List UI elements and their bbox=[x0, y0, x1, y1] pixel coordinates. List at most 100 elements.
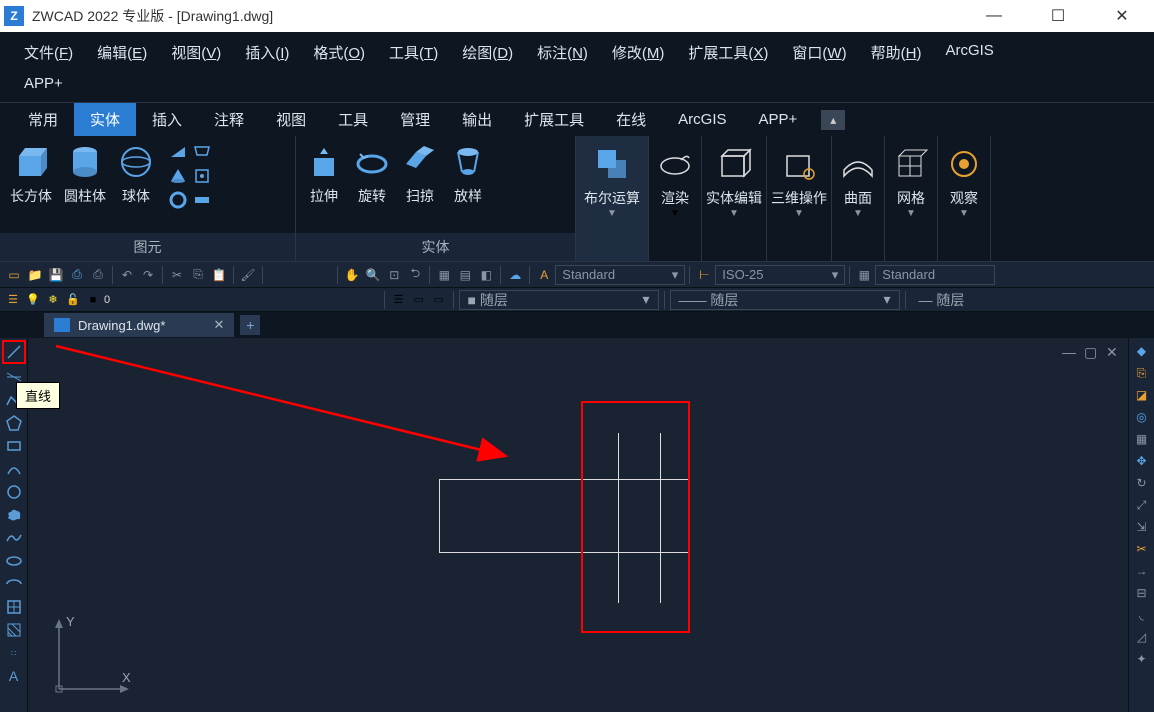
viewport-maximize-icon[interactable]: ▢ bbox=[1084, 344, 1100, 358]
revcloud-icon[interactable] bbox=[4, 505, 24, 525]
undo-icon[interactable]: ↶ bbox=[117, 265, 137, 285]
polysolid-icon[interactable] bbox=[192, 166, 212, 186]
matchprop-icon[interactable]: 🖌 bbox=[238, 265, 258, 285]
menu-window[interactable]: 窗口(W) bbox=[780, 36, 858, 69]
props-icon[interactable]: ▦ bbox=[434, 265, 454, 285]
layer-color-icon[interactable]: ■ bbox=[84, 291, 102, 309]
spline-icon[interactable] bbox=[4, 528, 24, 548]
menu-tools[interactable]: 工具(T) bbox=[377, 36, 450, 69]
hatch-icon[interactable] bbox=[4, 620, 24, 640]
menu-dimension[interactable]: 标注(N) bbox=[525, 36, 600, 69]
insert-block-icon[interactable] bbox=[4, 597, 24, 617]
menu-edit[interactable]: 编辑(E) bbox=[85, 36, 159, 69]
ribbon-tab-arcgis[interactable]: ArcGIS bbox=[662, 105, 742, 134]
menu-view[interactable]: 视图(V) bbox=[159, 36, 233, 69]
ellipse-icon[interactable] bbox=[4, 551, 24, 571]
ribbon-btn-sphere[interactable]: 球体 bbox=[112, 140, 160, 210]
ribbon-btn-3dop[interactable]: 三维操作 ▼ bbox=[767, 136, 831, 229]
rotate-icon[interactable]: ↻ bbox=[1133, 474, 1151, 492]
viewport-minimize-icon[interactable]: — bbox=[1062, 344, 1078, 358]
ribbon-tab-tools[interactable]: 工具 bbox=[322, 103, 384, 136]
arc-icon[interactable] bbox=[4, 459, 24, 479]
minimize-button[interactable]: — bbox=[974, 2, 1014, 30]
ribbon-tab-view[interactable]: 视图 bbox=[260, 103, 322, 136]
torus-icon[interactable] bbox=[168, 190, 188, 210]
explode-icon[interactable]: ✦ bbox=[1133, 650, 1151, 668]
chamfer-icon[interactable]: ◿ bbox=[1133, 628, 1151, 646]
new-tab-button[interactable]: + bbox=[240, 315, 260, 335]
color-dropdown[interactable]: ■ 随层▾ bbox=[459, 290, 659, 310]
ribbon-tab-online[interactable]: 在线 bbox=[600, 103, 662, 136]
trim-icon[interactable]: ✂ bbox=[1133, 540, 1151, 558]
menu-modify[interactable]: 修改(M) bbox=[600, 36, 677, 69]
rectangle-icon[interactable] bbox=[4, 436, 24, 456]
offset-icon[interactable]: ◎ bbox=[1133, 408, 1151, 426]
cone-icon[interactable] bbox=[168, 166, 188, 186]
mirror-icon[interactable]: ◪ bbox=[1133, 386, 1151, 404]
array-icon[interactable]: ▦ bbox=[1133, 430, 1151, 448]
cut-icon[interactable]: ✂ bbox=[167, 265, 187, 285]
ribbon-btn-cylinder[interactable]: 圆柱体 bbox=[58, 140, 112, 210]
layer-freeze-icon[interactable]: ❄ bbox=[44, 291, 62, 309]
layer-on-icon[interactable]: 💡 bbox=[24, 291, 42, 309]
dimstyle-dropdown[interactable]: ISO-25▾ bbox=[715, 265, 845, 285]
copy-tool-icon[interactable]: ⎘ bbox=[1133, 364, 1151, 382]
print-icon[interactable]: ⎙ bbox=[88, 265, 108, 285]
menu-appplus[interactable]: APP+ bbox=[12, 69, 75, 98]
extend-icon[interactable]: → bbox=[1133, 562, 1151, 580]
text-icon[interactable]: A bbox=[4, 666, 24, 686]
menu-file[interactable]: 文件(F) bbox=[12, 36, 85, 69]
move-icon[interactable]: ✥ bbox=[1133, 452, 1151, 470]
menu-insert[interactable]: 插入(I) bbox=[233, 36, 301, 69]
pan-icon[interactable]: ✋ bbox=[342, 265, 362, 285]
layer-manager-icon[interactable]: ☰ bbox=[4, 291, 22, 309]
menu-arcgis[interactable]: ArcGIS bbox=[933, 36, 1005, 65]
paste-icon[interactable]: 📋 bbox=[209, 265, 229, 285]
design-icon[interactable]: ◧ bbox=[476, 265, 496, 285]
ribbon-btn-surface[interactable]: 曲面 ▼ bbox=[832, 136, 884, 229]
document-tab[interactable]: Drawing1.dwg* ✕ bbox=[44, 313, 234, 337]
layer-lock-icon[interactable]: 🔓 bbox=[64, 291, 82, 309]
ribbon-btn-extrude[interactable]: 拉伸 bbox=[300, 140, 348, 210]
menu-draw[interactable]: 绘图(D) bbox=[450, 36, 525, 69]
ribbon-btn-loft[interactable]: 放样 bbox=[444, 140, 492, 210]
zoomwin-icon[interactable]: ⊡ bbox=[384, 265, 404, 285]
scale-icon[interactable]: ⤢ bbox=[1133, 496, 1151, 514]
ribbon-expand-icon[interactable]: ▴ bbox=[821, 110, 845, 130]
new-icon[interactable]: ▭ bbox=[4, 265, 24, 285]
cloud-icon[interactable]: ☁ bbox=[505, 265, 525, 285]
ribbon-btn-mesh[interactable]: 网格 ▼ bbox=[885, 136, 937, 229]
ribbon-tab-output[interactable]: 输出 bbox=[446, 103, 508, 136]
drawing-canvas[interactable]: — ▢ ✕ Y X bbox=[28, 338, 1154, 712]
redo-icon[interactable]: ↷ bbox=[138, 265, 158, 285]
ribbon-btn-sweep[interactable]: 扫掠 bbox=[396, 140, 444, 210]
circle-icon[interactable] bbox=[4, 482, 24, 502]
ellipse-arc-icon[interactable] bbox=[4, 574, 24, 594]
menu-extend[interactable]: 扩展工具(X) bbox=[676, 36, 780, 69]
ribbon-tab-solid[interactable]: 实体 bbox=[74, 103, 136, 136]
stretch-icon[interactable]: ⇲ bbox=[1133, 518, 1151, 536]
pyramid-icon[interactable] bbox=[192, 142, 212, 162]
textstyle-dropdown[interactable]: Standard▾ bbox=[555, 265, 685, 285]
ribbon-btn-box[interactable]: 长方体 bbox=[4, 140, 58, 210]
open-icon[interactable]: 📁 bbox=[25, 265, 45, 285]
calc-icon[interactable]: ▤ bbox=[455, 265, 475, 285]
zoomprev-icon[interactable]: ⮌ bbox=[405, 265, 425, 285]
ribbon-btn-render[interactable]: 渲染 ▼ bbox=[649, 136, 701, 229]
break-icon[interactable]: ⊟ bbox=[1133, 584, 1151, 602]
point-icon[interactable]: ∷ bbox=[4, 643, 24, 663]
ribbon-btn-solidedit[interactable]: 实体编辑 ▼ bbox=[702, 136, 766, 229]
layer-tool1-icon[interactable]: ☰ bbox=[390, 291, 408, 309]
tab-close-icon[interactable]: ✕ bbox=[213, 317, 224, 333]
ribbon-tab-manage[interactable]: 管理 bbox=[384, 103, 446, 136]
maximize-button[interactable]: ☐ bbox=[1038, 2, 1078, 30]
ribbon-tab-appplus[interactable]: APP+ bbox=[743, 105, 814, 134]
linetype-dropdown[interactable]: —— 随层▾ bbox=[670, 290, 900, 310]
erase-icon[interactable]: ◆ bbox=[1133, 342, 1151, 360]
ribbon-btn-boolean[interactable]: 布尔运算 ▼ bbox=[576, 136, 648, 229]
ribbon-btn-revolve[interactable]: 旋转 bbox=[348, 140, 396, 210]
ribbon-btn-observe[interactable]: 观察 ▼ bbox=[938, 136, 990, 229]
polygon-icon[interactable] bbox=[4, 413, 24, 433]
menu-help[interactable]: 帮助(H) bbox=[859, 36, 934, 69]
viewport-close-icon[interactable]: ✕ bbox=[1106, 344, 1122, 358]
